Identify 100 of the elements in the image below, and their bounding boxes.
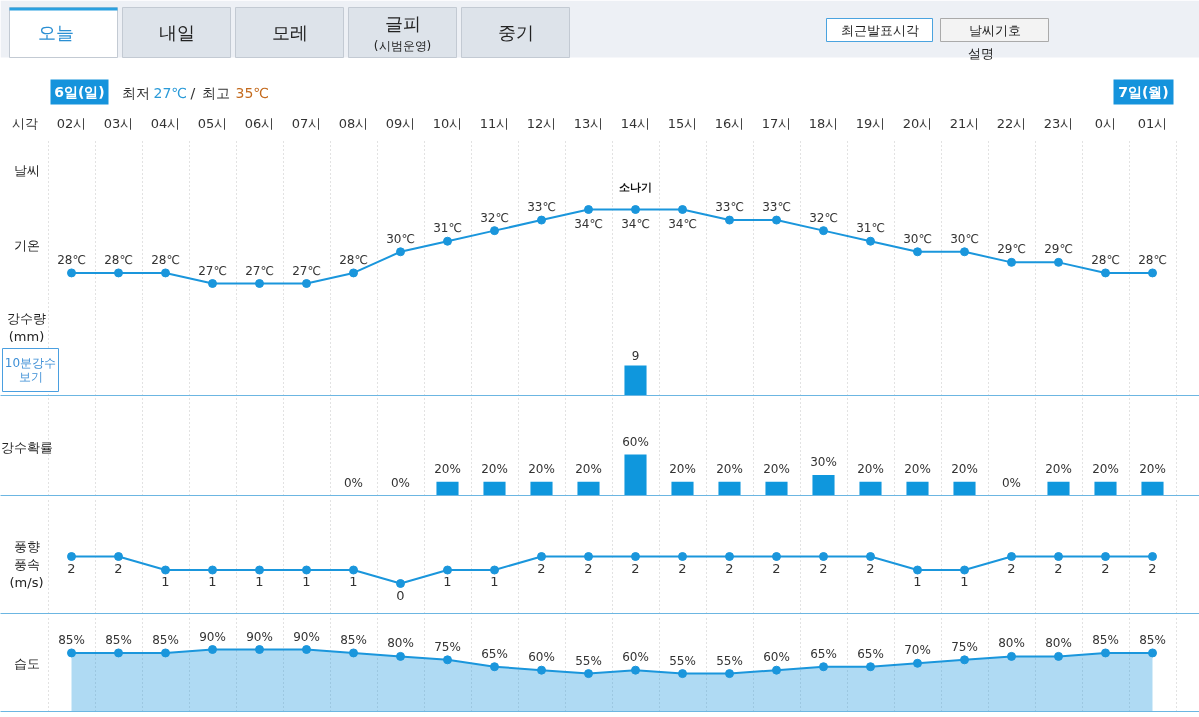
data-label: 27℃ bbox=[198, 263, 227, 278]
point bbox=[725, 215, 734, 225]
data-label: 85% bbox=[58, 632, 85, 647]
data-label: 0% bbox=[1001, 475, 1022, 490]
x-tick-label: 04시 bbox=[150, 115, 181, 131]
point bbox=[678, 669, 687, 679]
data-label: 85% bbox=[152, 632, 179, 647]
x-axis-title: 시각 bbox=[11, 115, 38, 131]
data-label: 20% bbox=[716, 461, 743, 476]
data-label: 2 bbox=[1007, 560, 1016, 576]
point bbox=[208, 279, 217, 288]
data-label: 20% bbox=[1092, 461, 1119, 476]
data-label: 55% bbox=[716, 653, 743, 668]
point bbox=[866, 236, 875, 246]
point bbox=[1054, 651, 1063, 661]
point bbox=[772, 215, 781, 225]
x-tick-label: 10시 bbox=[432, 115, 463, 131]
point bbox=[537, 665, 546, 675]
point bbox=[725, 669, 734, 679]
data-label: 85% bbox=[1139, 632, 1166, 647]
data-label: 1 bbox=[302, 574, 311, 589]
data-label: 34℃ bbox=[668, 216, 697, 231]
data-label: 33℃ bbox=[762, 200, 791, 215]
data-label: 2 bbox=[584, 560, 593, 576]
data-label: 20% bbox=[763, 461, 790, 476]
data-label: 28℃ bbox=[339, 252, 368, 267]
data-label: 1 bbox=[490, 574, 499, 589]
data-label: 28℃ bbox=[151, 252, 180, 267]
x-tick-label: 0시 bbox=[1094, 115, 1117, 131]
text: 최근발표시각 bbox=[840, 22, 919, 38]
data-label: 2 bbox=[537, 560, 546, 576]
data-label: 20% bbox=[481, 461, 508, 476]
data-label: 0% bbox=[390, 475, 411, 490]
data-label: 2 bbox=[772, 560, 781, 576]
point bbox=[114, 648, 123, 658]
data-label: 2 bbox=[67, 560, 76, 576]
data-label: 32℃ bbox=[480, 210, 509, 225]
x-tick-label: 17시 bbox=[761, 115, 792, 131]
point bbox=[631, 205, 640, 214]
data-label: 1 bbox=[208, 574, 217, 589]
text: 글피 (시범운영) bbox=[373, 13, 432, 53]
point bbox=[866, 662, 875, 672]
data-label: 30℃ bbox=[903, 231, 932, 246]
point bbox=[772, 665, 781, 675]
data-label: 9 bbox=[631, 348, 640, 363]
point bbox=[396, 651, 405, 661]
data-label: 90% bbox=[199, 629, 226, 644]
data-label: 28℃ bbox=[1091, 252, 1120, 267]
x-tick-label: 21시 bbox=[949, 115, 980, 131]
y-axis-title: 강수량 (mm) bbox=[7, 311, 46, 344]
x-tick-label: 05시 bbox=[197, 115, 228, 131]
point bbox=[1054, 257, 1063, 267]
annotation: 10분강수 보기 bbox=[4, 355, 57, 385]
data-label: 20% bbox=[904, 461, 931, 476]
point bbox=[114, 268, 123, 278]
data-label: 80% bbox=[1045, 636, 1072, 651]
data-label: 33℃ bbox=[527, 200, 556, 215]
data-label: 29℃ bbox=[1044, 242, 1073, 257]
x-tick-label: 16시 bbox=[714, 115, 745, 131]
x-tick-label: 11시 bbox=[479, 115, 510, 131]
data-label: 20% bbox=[528, 461, 555, 476]
data-label: 28℃ bbox=[1138, 252, 1167, 267]
text: 중기 bbox=[497, 22, 534, 43]
data-label: 31℃ bbox=[433, 221, 462, 236]
data-label: 28℃ bbox=[104, 252, 133, 267]
data-label: 20% bbox=[1045, 461, 1072, 476]
point bbox=[537, 215, 546, 225]
data-label: 2 bbox=[1148, 560, 1157, 576]
y-axis-title: 풍향 풍속 (m/s) bbox=[9, 539, 44, 590]
text: 최저 bbox=[121, 84, 150, 101]
data-label: 1 bbox=[161, 574, 170, 589]
data-label: 27℃ bbox=[292, 263, 321, 278]
point bbox=[1101, 268, 1110, 278]
y-axis-title: 습도 bbox=[13, 656, 40, 671]
point bbox=[443, 236, 452, 246]
text: 오늘 bbox=[37, 22, 74, 43]
data-label: 75% bbox=[951, 639, 978, 654]
data-label: 80% bbox=[998, 636, 1025, 651]
text: 35℃ bbox=[235, 84, 270, 101]
data-label: 65% bbox=[810, 646, 837, 661]
point bbox=[1148, 648, 1157, 658]
data-label: 1 bbox=[255, 574, 264, 589]
y-axis-title: 강수확률 bbox=[0, 440, 53, 455]
point bbox=[913, 247, 922, 257]
text: / bbox=[190, 84, 196, 101]
data-label: 1 bbox=[913, 574, 922, 589]
data-label: 80% bbox=[387, 636, 414, 651]
point bbox=[1007, 651, 1016, 661]
x-tick-label: 03시 bbox=[103, 115, 134, 131]
point bbox=[678, 205, 687, 214]
point bbox=[1148, 268, 1157, 278]
point bbox=[1101, 648, 1110, 658]
data-label: 2 bbox=[725, 560, 734, 576]
x-tick-label: 23시 bbox=[1043, 115, 1074, 131]
point bbox=[490, 662, 499, 672]
point bbox=[960, 247, 969, 257]
data-label: 85% bbox=[1092, 632, 1119, 647]
data-label: 20% bbox=[857, 461, 884, 476]
point bbox=[302, 645, 311, 654]
x-tick-label: 13시 bbox=[573, 115, 604, 131]
